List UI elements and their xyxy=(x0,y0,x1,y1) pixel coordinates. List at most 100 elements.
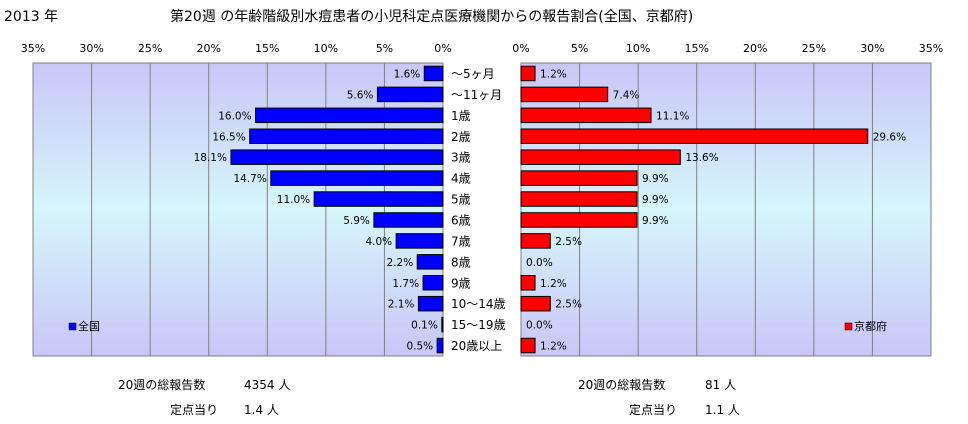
bar-kyoto xyxy=(520,337,536,354)
kyoto-total-reports-value: 81 人 xyxy=(705,378,736,392)
bar-kyoto xyxy=(520,275,536,291)
data-label-kyoto: 29.6% xyxy=(873,131,906,143)
bar-kyoto xyxy=(520,86,609,103)
kyoto-per-site-label: 定点当り xyxy=(629,402,677,417)
tick-label-right: 35% xyxy=(919,42,943,55)
national-total-reports-label: 20週の総報告数 xyxy=(118,377,205,392)
data-label-national: 0.5% xyxy=(406,341,433,353)
tick-label-left: 5% xyxy=(376,42,393,55)
category-label: 6歳 xyxy=(451,213,471,227)
bar-national xyxy=(249,128,444,144)
bar-kyoto xyxy=(520,65,536,82)
data-label-kyoto: 2.5% xyxy=(555,299,582,311)
legend-national-swatch xyxy=(68,322,77,331)
bar-national xyxy=(270,170,444,186)
bar-kyoto xyxy=(520,212,638,228)
bar-national xyxy=(230,149,444,165)
bar-national xyxy=(417,295,444,312)
tick-label-left: 0% xyxy=(434,42,451,55)
category-label: 4歳 xyxy=(451,172,471,186)
data-label-national: 2.1% xyxy=(388,299,415,311)
tick-label-left: 35% xyxy=(21,42,45,55)
data-label-kyoto: 1.2% xyxy=(540,68,567,80)
data-label-kyoto: 9.9% xyxy=(642,173,669,185)
bar-national xyxy=(255,107,444,124)
bar-national xyxy=(423,65,444,82)
national-total-reports-value: 4354 人 xyxy=(244,378,290,392)
bar-national xyxy=(422,275,444,291)
bar-kyoto xyxy=(520,107,652,124)
data-label-national: 18.1% xyxy=(194,152,227,164)
category-label: 7歳 xyxy=(451,234,471,248)
category-label: 9歳 xyxy=(451,276,471,290)
category-label: 2歳 xyxy=(451,130,471,144)
kyoto-total-reports-label: 20週の総報告数 xyxy=(578,377,665,392)
category-label: 1歳 xyxy=(451,109,471,123)
tick-label-left: 25% xyxy=(138,42,162,55)
bar-national xyxy=(376,86,444,103)
tick-label-right: 5% xyxy=(571,42,588,55)
tick-label-right: 10% xyxy=(626,42,650,55)
data-label-national: 1.7% xyxy=(392,278,419,290)
legend-kyoto-swatch xyxy=(844,322,853,331)
bar-national xyxy=(436,337,444,354)
bar-kyoto xyxy=(520,149,681,165)
data-label-kyoto: 13.6% xyxy=(685,152,718,164)
legend-national-label: 全国 xyxy=(78,319,100,333)
bar-national xyxy=(373,212,444,228)
bar-national xyxy=(441,316,444,333)
data-label-kyoto: 9.9% xyxy=(642,194,669,206)
tick-label-left: 30% xyxy=(79,42,103,55)
data-label-national: 14.7% xyxy=(233,173,266,185)
data-label-kyoto: 7.4% xyxy=(613,89,640,101)
data-label-national: 11.0% xyxy=(277,194,310,206)
right-plot-area xyxy=(520,62,932,357)
data-label-kyoto: 1.2% xyxy=(540,341,567,353)
tick-label-right: 15% xyxy=(684,42,708,55)
bar-kyoto xyxy=(520,295,551,312)
data-label-national: 1.6% xyxy=(394,68,421,80)
data-label-national: 0.1% xyxy=(411,320,438,332)
legend-kyoto-label: 京都府 xyxy=(854,319,887,333)
tick-label-left: 20% xyxy=(196,42,220,55)
data-label-kyoto: 0.0% xyxy=(526,257,553,269)
data-label-kyoto: 0.0% xyxy=(526,320,553,332)
category-label: 20歳以上 xyxy=(451,339,502,353)
data-label-national: 2.2% xyxy=(387,257,414,269)
tick-label-right: 0% xyxy=(512,42,529,55)
data-label-national: 4.0% xyxy=(365,236,392,248)
bar-national xyxy=(416,254,444,270)
category-label: 10〜14歳 xyxy=(451,297,506,311)
left-plot-area xyxy=(32,62,444,357)
category-label: 5歳 xyxy=(451,193,471,207)
tick-label-right: 25% xyxy=(802,42,826,55)
national-per-site-label: 定点当り xyxy=(170,402,218,417)
category-label: 15〜19歳 xyxy=(451,318,506,332)
data-label-national: 5.9% xyxy=(343,215,370,227)
year-label: 2013 年 xyxy=(4,9,58,25)
data-label-national: 16.5% xyxy=(212,131,245,143)
data-label-national: 16.0% xyxy=(218,110,251,122)
data-label-national: 5.6% xyxy=(347,89,374,101)
chart-title: 第20週 の年齢階級別水痘患者の小児科定点医療機関からの報告割合(全国、京都府) xyxy=(170,8,693,25)
bar-national xyxy=(313,191,444,207)
category-label: 3歳 xyxy=(451,151,471,165)
category-label: 〜5ヶ月 xyxy=(451,67,495,81)
bar-kyoto xyxy=(520,170,638,186)
tick-label-right: 30% xyxy=(860,42,884,55)
category-label: 〜11ヶ月 xyxy=(451,88,502,102)
data-label-kyoto: 9.9% xyxy=(642,215,669,227)
bar-kyoto xyxy=(520,233,551,249)
data-label-kyoto: 11.1% xyxy=(656,110,689,122)
bar-national xyxy=(395,233,444,249)
kyoto-per-site-value: 1.1 人 xyxy=(705,403,740,417)
tick-label-left: 10% xyxy=(314,42,338,55)
national-per-site-value: 1.4 人 xyxy=(244,403,279,417)
bar-kyoto xyxy=(520,128,869,144)
category-label: 8歳 xyxy=(451,255,471,269)
data-label-kyoto: 1.2% xyxy=(540,278,567,290)
data-label-kyoto: 2.5% xyxy=(555,236,582,248)
tick-label-right: 20% xyxy=(743,42,767,55)
tick-label-left: 15% xyxy=(255,42,279,55)
